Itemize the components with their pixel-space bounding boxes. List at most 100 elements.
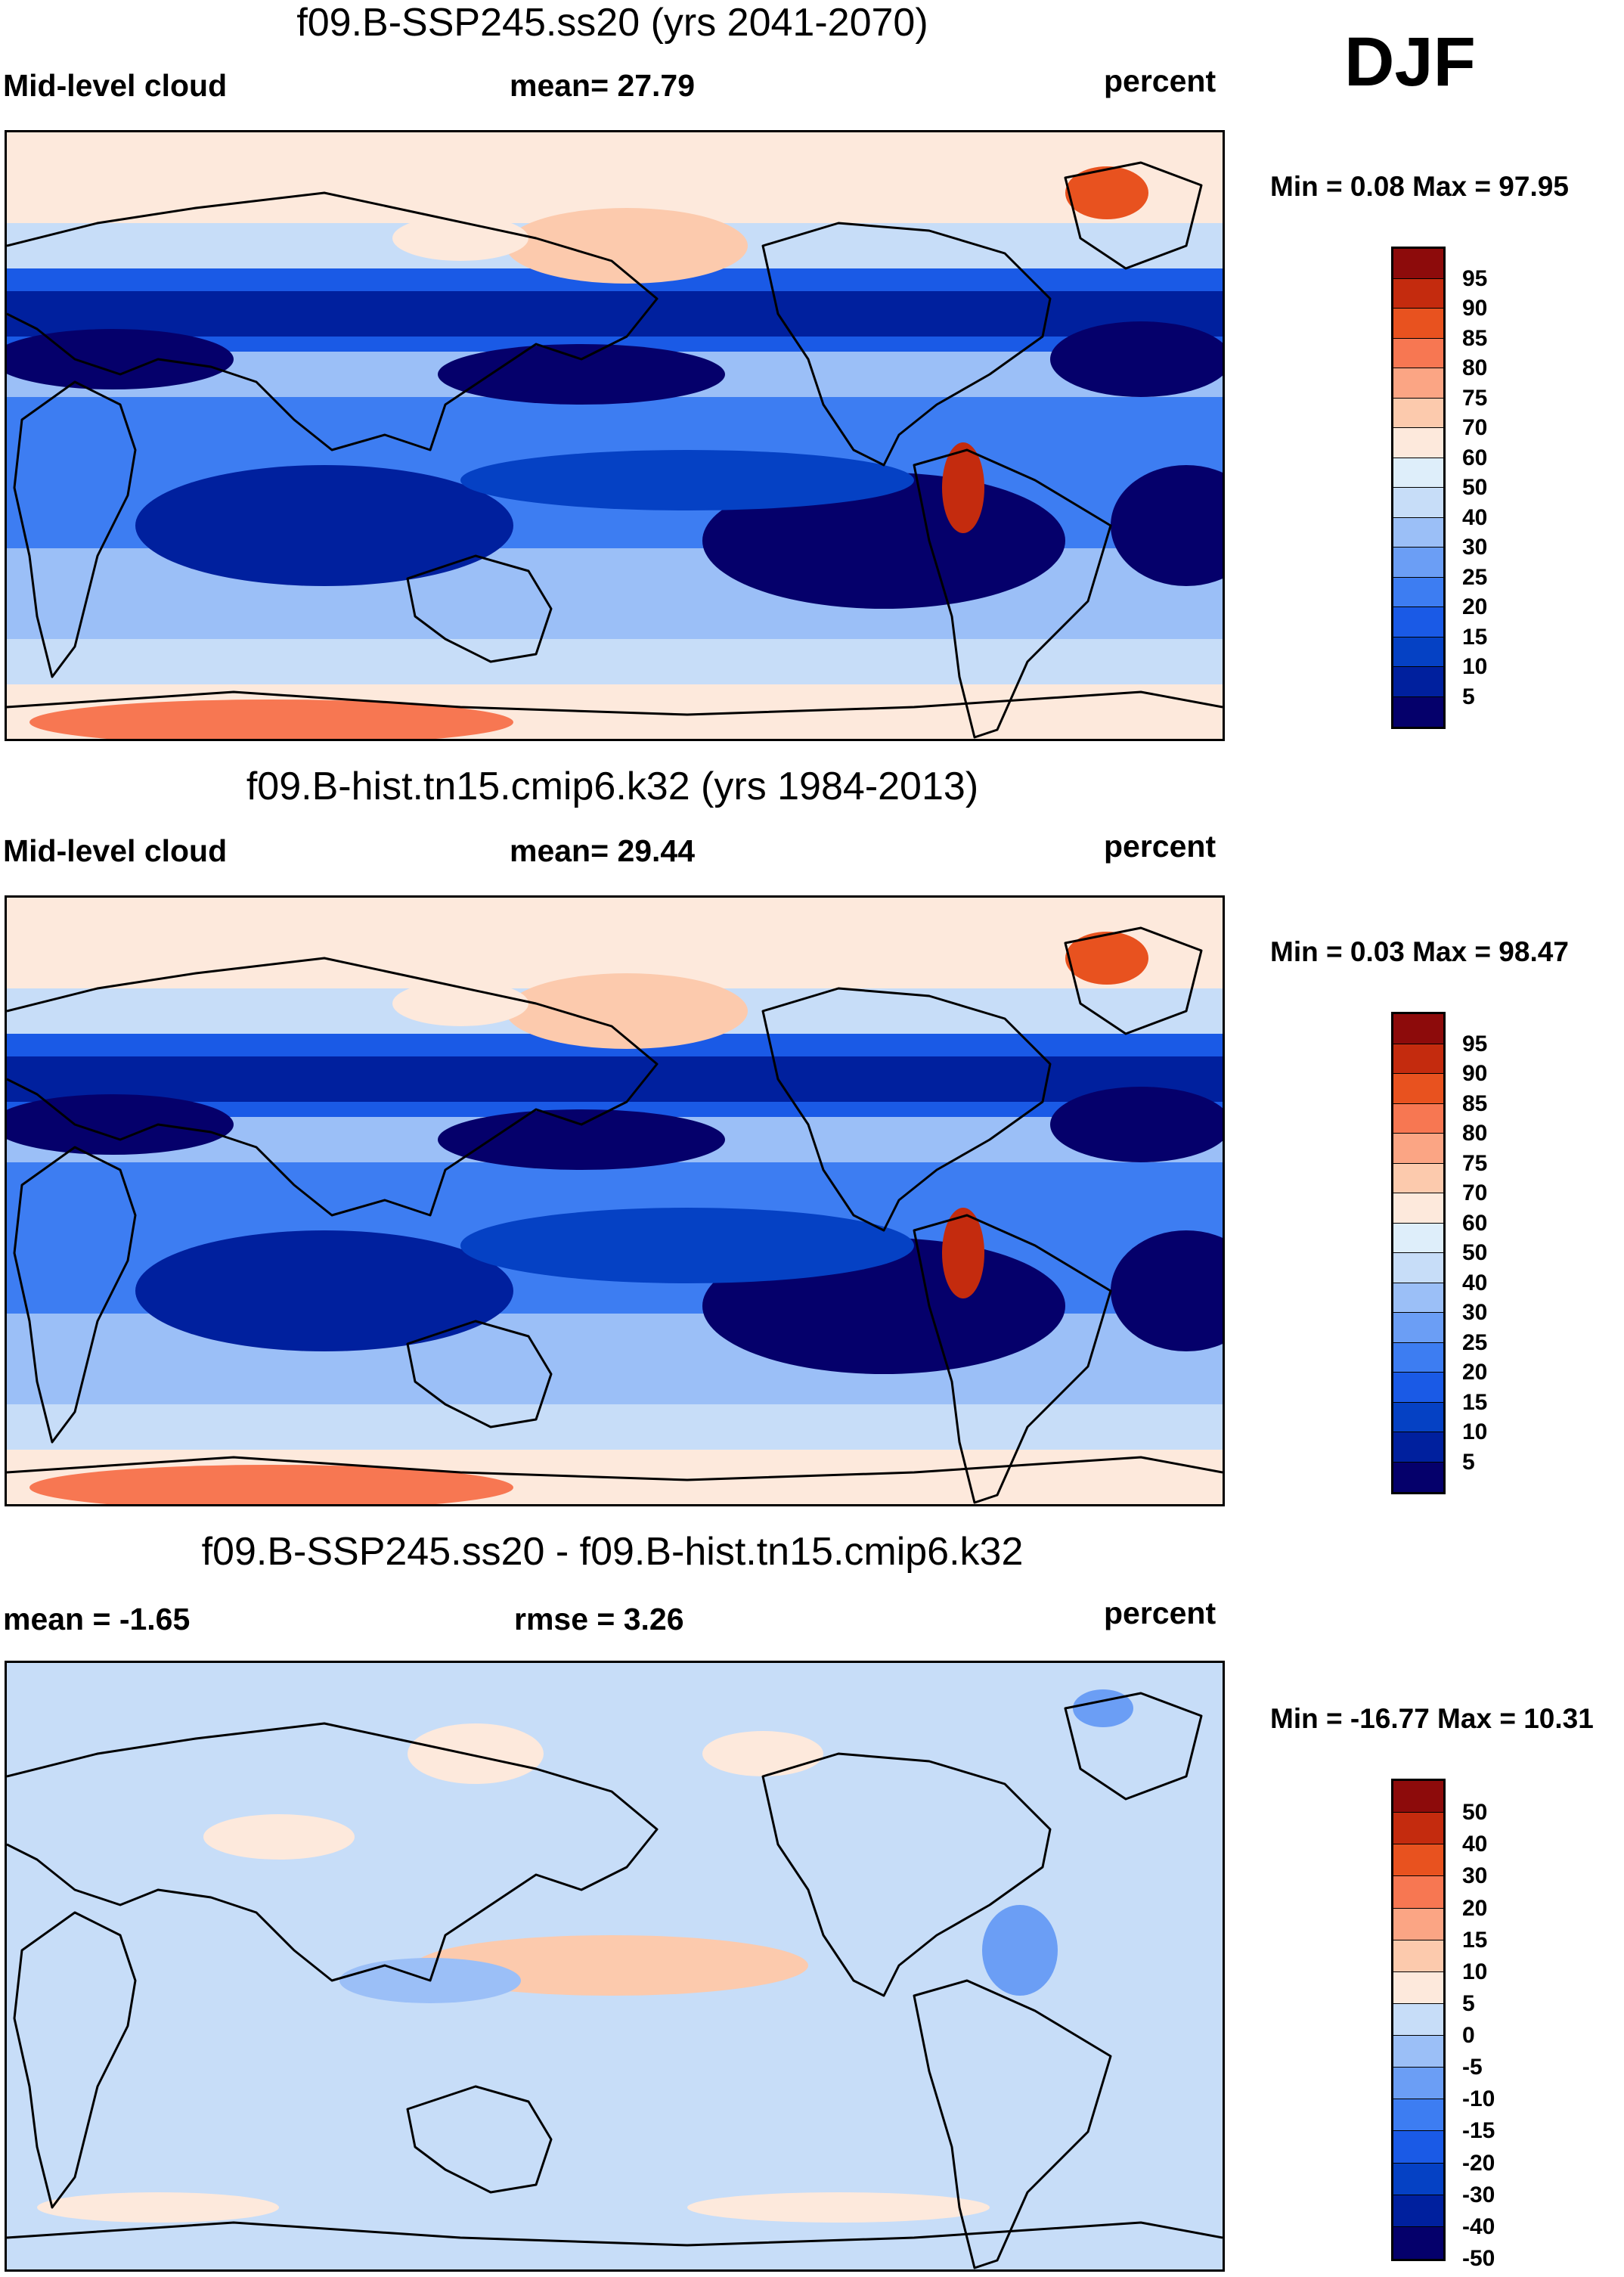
panel-2-variable-label: Mid-level cloud — [3, 833, 228, 868]
panel-1-map — [5, 130, 1225, 741]
colorbar-swatch — [1393, 1462, 1443, 1492]
colorbar-swatch — [1393, 1940, 1443, 1972]
colorbar-tick-label: 30 — [1462, 1300, 1488, 1325]
colorbar-swatch — [1393, 1971, 1443, 2004]
colorbar-swatch — [1393, 2036, 1443, 2068]
panel-1-colorbar — [1391, 247, 1446, 729]
colorbar-tick-label: 5 — [1462, 684, 1475, 709]
colorbar-swatch — [1393, 667, 1443, 697]
panel-1-units-label: percent — [1104, 64, 1216, 98]
panel-2-minmax: Min = 0.03 Max = 98.47 — [1270, 936, 1569, 967]
colorbar-swatch — [1393, 1908, 1443, 1940]
colorbar-tick-label: 10 — [1462, 1419, 1488, 1444]
colorbar-tick-label: 20 — [1462, 1360, 1488, 1385]
colorbar-swatch — [1393, 2131, 1443, 2164]
colorbar-tick-label: 10 — [1462, 1959, 1488, 1984]
colorbar-tick-label: 80 — [1462, 1121, 1488, 1146]
colorbar-tick-label: -15 — [1462, 2118, 1495, 2144]
colorbar-swatch — [1393, 1844, 1443, 1877]
panel-1-minmax: Min = 0.08 Max = 97.95 — [1270, 171, 1569, 202]
colorbar-swatch — [1393, 1373, 1443, 1403]
panel-3-map — [5, 1661, 1225, 2272]
colorbar-swatch — [1393, 1402, 1443, 1432]
colorbar-swatch — [1393, 2099, 1443, 2132]
colorbar-swatch — [1393, 1813, 1443, 1845]
panel-1-map-field — [7, 132, 1223, 739]
colorbar-tick-label: 40 — [1462, 1270, 1488, 1295]
colorbar-tick-label: 30 — [1462, 1863, 1488, 1889]
colorbar-tick-label: 50 — [1462, 1800, 1488, 1826]
colorbar-swatch — [1393, 1163, 1443, 1193]
colorbar-tick-label: 85 — [1462, 1090, 1488, 1116]
colorbar-tick-label: 70 — [1462, 1180, 1488, 1205]
panel-3-rmse-label: rmse = 3.26 — [514, 1602, 684, 1636]
colorbar-tick-label: -10 — [1462, 2086, 1495, 2112]
colorbar-tick-label: 75 — [1462, 385, 1488, 411]
colorbar-tick-label: 60 — [1462, 1210, 1488, 1236]
colorbar-swatch — [1393, 338, 1443, 368]
colorbar-tick-label: -50 — [1462, 2246, 1495, 2271]
colorbar-swatch — [1393, 577, 1443, 607]
colorbar-swatch — [1393, 1313, 1443, 1343]
colorbar-tick-label: 20 — [1462, 594, 1488, 619]
colorbar-swatch — [1393, 548, 1443, 578]
colorbar-tick-label: 90 — [1462, 1061, 1488, 1086]
colorbar-tick-label: 40 — [1462, 504, 1488, 530]
colorbar-tick-label: -5 — [1462, 2055, 1483, 2080]
colorbar-tick-label: -20 — [1462, 2150, 1495, 2176]
panel-3-map-field — [7, 1663, 1223, 2269]
colorbar-tick-label: 60 — [1462, 445, 1488, 470]
panel-3-minmax: Min = -16.77 Max = 10.31 — [1270, 1703, 1594, 1734]
colorbar-tick-label: 25 — [1462, 1329, 1488, 1355]
panel-3-title: f09.B-SSP245.ss20 - f09.B-hist.tn15.cmip… — [201, 1530, 1024, 1574]
colorbar-swatch — [1393, 2163, 1443, 2195]
colorbar-tick-label: 10 — [1462, 654, 1488, 679]
colorbar-swatch — [1393, 637, 1443, 667]
colorbar-tick-label: 15 — [1462, 624, 1488, 650]
colorbar-swatch — [1393, 1876, 1443, 1909]
colorbar-swatch — [1393, 428, 1443, 458]
colorbar-tick-label: 15 — [1462, 1389, 1488, 1415]
colorbar-tick-label: 5 — [1462, 1449, 1475, 1475]
colorbar-tick-label: 80 — [1462, 355, 1488, 380]
colorbar-tick-label: 70 — [1462, 415, 1488, 440]
colorbar-tick-label: -30 — [1462, 2182, 1495, 2207]
colorbar-tick-label: 0 — [1462, 2023, 1475, 2049]
colorbar-swatch — [1393, 1253, 1443, 1283]
colorbar-swatch — [1393, 517, 1443, 548]
colorbar-swatch — [1393, 1014, 1443, 1044]
colorbar-swatch — [1393, 2226, 1443, 2259]
colorbar-swatch — [1393, 309, 1443, 339]
colorbar-tick-label: 40 — [1462, 1832, 1488, 1857]
colorbar-tick-label: 30 — [1462, 535, 1488, 560]
colorbar-swatch — [1393, 696, 1443, 727]
colorbar-tick-label: 85 — [1462, 325, 1488, 351]
colorbar-swatch — [1393, 1193, 1443, 1224]
panel-2-mean-label: mean= 29.44 — [510, 833, 696, 868]
colorbar-swatch — [1393, 1781, 1443, 1813]
colorbar-tick-label: 75 — [1462, 1150, 1488, 1176]
panel-2-map-field — [7, 898, 1223, 1504]
colorbar-swatch — [1393, 1074, 1443, 1104]
colorbar-swatch — [1393, 2068, 1443, 2100]
panel-2-units-label: percent — [1104, 829, 1216, 864]
colorbar-swatch — [1393, 2195, 1443, 2227]
panel-3-mean-label: mean = -1.65 — [3, 1602, 191, 1636]
colorbar-tick-label: 25 — [1462, 564, 1488, 590]
colorbar-tick-label: 20 — [1462, 1895, 1488, 1921]
colorbar-tick-label: 50 — [1462, 1240, 1488, 1265]
colorbar-swatch — [1393, 2003, 1443, 2036]
colorbar-swatch — [1393, 1283, 1443, 1313]
colorbar-tick-label: 90 — [1462, 296, 1488, 321]
colorbar-swatch — [1393, 607, 1443, 637]
colorbar-tick-label: 5 — [1462, 1990, 1475, 2016]
colorbar-swatch — [1393, 278, 1443, 309]
panel-3-colorbar — [1391, 1779, 1446, 2261]
panel-1-variable-label: Mid-level cloud — [3, 68, 228, 103]
colorbar-swatch — [1393, 458, 1443, 488]
panel-1-mean-label: mean= 27.79 — [510, 68, 696, 103]
panel-3-units-label: percent — [1104, 1596, 1216, 1630]
panel-2-colorbar — [1391, 1012, 1446, 1494]
colorbar-swatch — [1393, 249, 1443, 279]
colorbar-swatch — [1393, 1044, 1443, 1074]
